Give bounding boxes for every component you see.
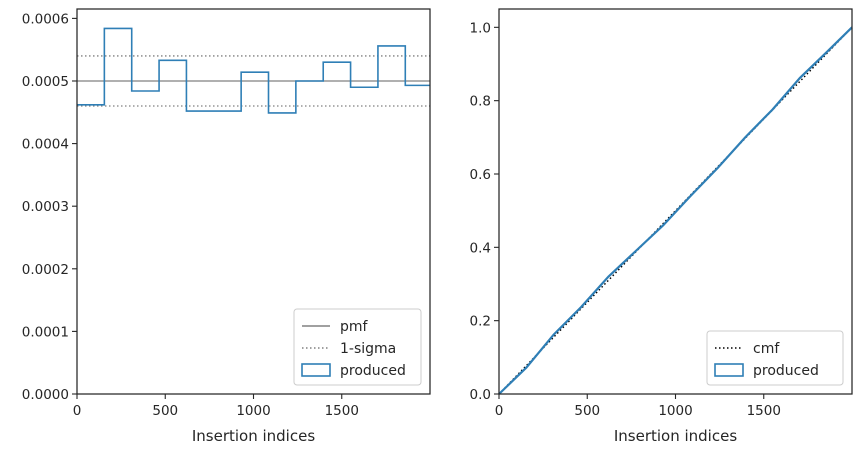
subplot-1: 0.0000 0.0001 0.0002 0.0003 0.0004 0.0005 0.00…	[22, 8, 431, 445]
legend-handle-produced	[714, 363, 744, 377]
cmf-line	[498, 26, 853, 395]
x-tick-label: 1500	[325, 403, 359, 419]
legend-label: cmf	[753, 341, 780, 357]
x-tick-label: 1000	[236, 403, 270, 419]
legend: cmf produced	[706, 330, 844, 386]
produced-histogram	[77, 27, 430, 114]
x-tick-label: 500	[152, 403, 178, 419]
x-tick-label: 1500	[747, 403, 781, 419]
y-tick-label: 0.8	[470, 94, 491, 110]
produced-line	[498, 26, 853, 395]
legend-label: pmf	[340, 319, 369, 335]
legend-handle-produced	[301, 363, 331, 377]
legend-label: produced	[753, 363, 819, 379]
legend: pmf 1-sigma produced	[293, 308, 422, 386]
x-axis-label: Insertion indices	[192, 427, 315, 445]
y-tick-label: 0.0004	[22, 137, 69, 153]
y-tick-label: 1.0	[470, 20, 491, 36]
y-tick-label: 0.0006	[22, 11, 69, 27]
legend-label: 1-sigma	[340, 341, 396, 357]
y-tick-label: 0.0	[470, 387, 491, 403]
x-tick-label: 0	[495, 403, 504, 419]
y-tick-label: 0.0000	[22, 387, 69, 403]
legend-box	[706, 330, 844, 386]
x-tick-label: 500	[574, 403, 600, 419]
y-tick-label: 0.6	[470, 167, 491, 183]
subplot-2: 0.0 0.2 0.4 0.6 0.8 1.0 0 500 1000 1500 Insertion …	[470, 8, 853, 445]
x-tick-label: 1000	[658, 403, 692, 419]
y-tick-label: 0.2	[470, 314, 491, 330]
y-tick-label: 0.0005	[22, 74, 69, 90]
y-tick-label: 0.0001	[22, 324, 69, 340]
x-tick-label: 0	[73, 403, 82, 419]
x-axis-label: Insertion indices	[614, 427, 737, 445]
y-tick-label: 0.0002	[22, 262, 69, 278]
legend-box	[293, 308, 422, 386]
legend-label: produced	[340, 363, 406, 379]
y-tick-label: 0.4	[470, 240, 491, 256]
y-tick-label: 0.0003	[22, 199, 69, 215]
